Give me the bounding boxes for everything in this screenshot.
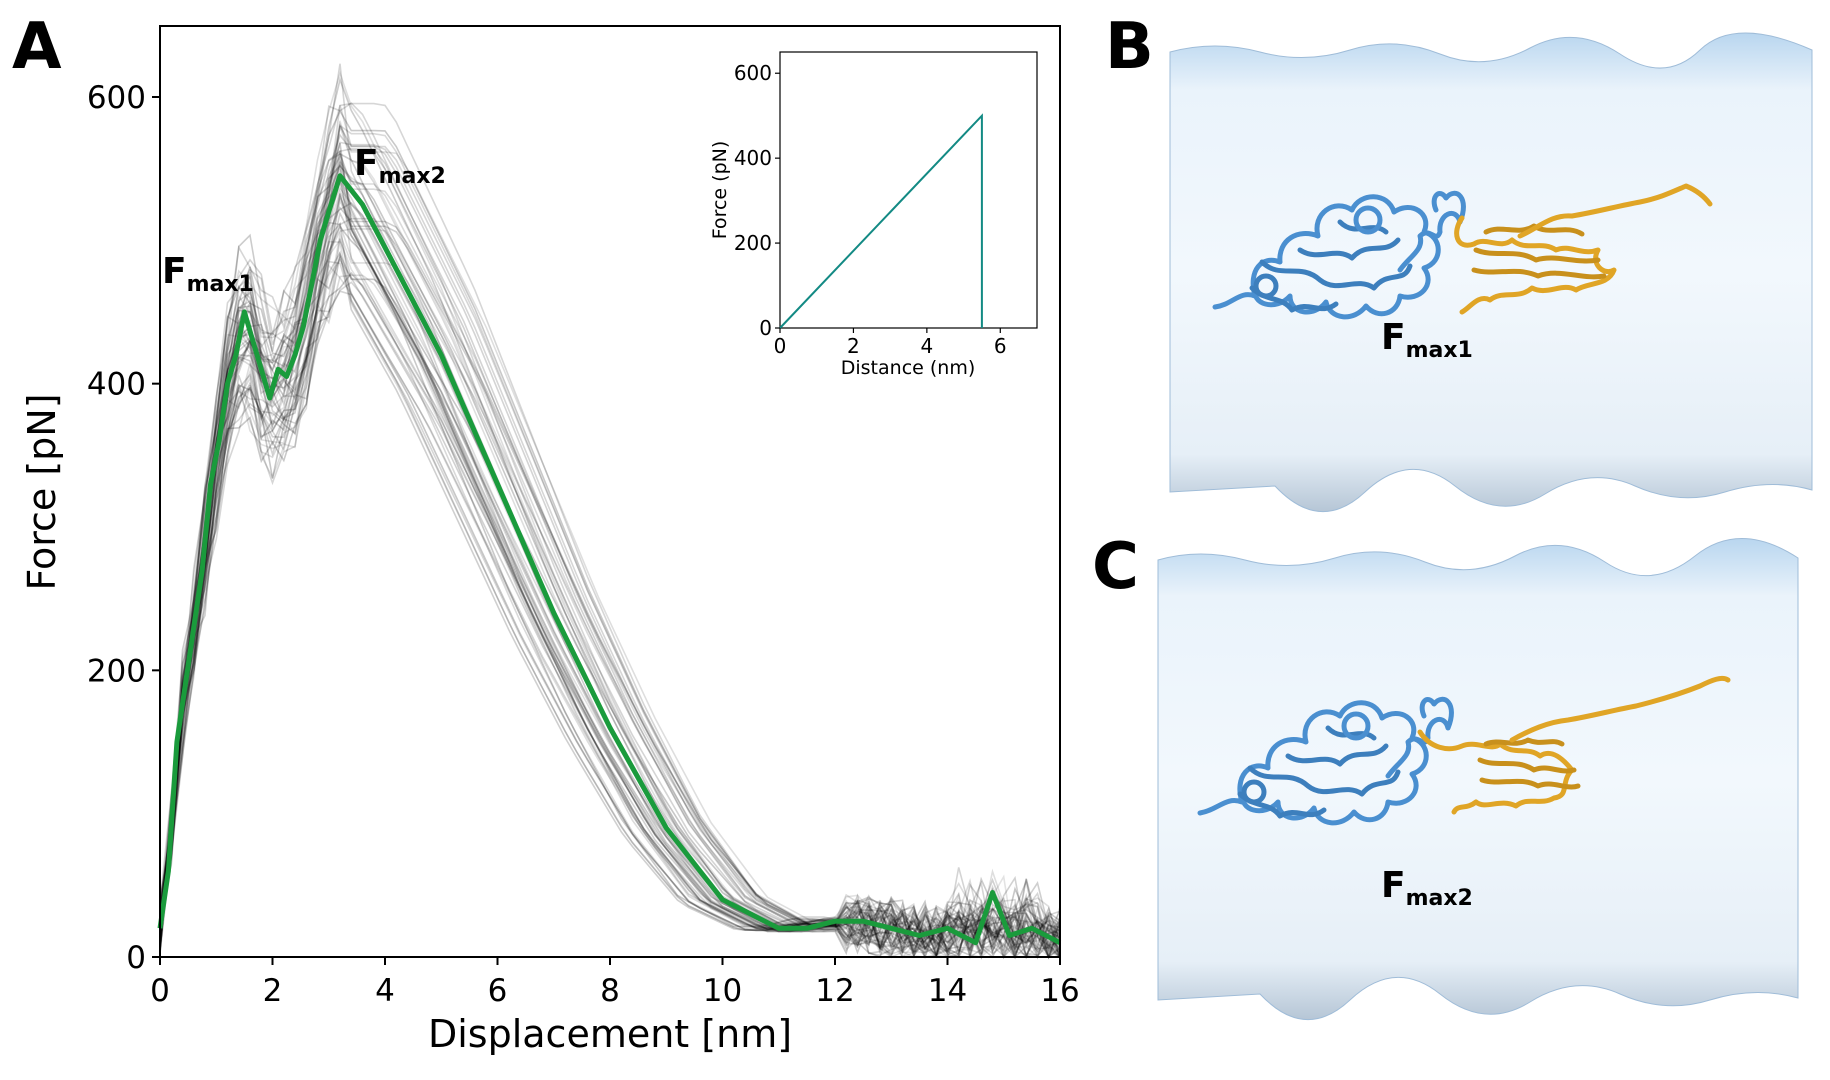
inset-trace	[779, 113, 983, 329]
ensemble-trace	[159, 206, 1061, 959]
ensemble-trace	[159, 271, 1061, 959]
ensemble-trace	[159, 123, 1061, 957]
ensemble-trace	[159, 254, 1061, 960]
ensemble-trace	[159, 193, 1061, 956]
y-tick-label: 600	[87, 80, 146, 116]
inset-x-tick-label: 6	[994, 334, 1007, 358]
ensemble-trace	[159, 152, 1061, 958]
panel-letter-b: B	[1105, 10, 1154, 84]
fmax1-b-main: F	[1381, 317, 1406, 358]
ensemble-trace	[159, 197, 1060, 959]
fmax1-sub: max1	[187, 272, 254, 297]
ensemble-trace	[159, 180, 1061, 959]
inset-chart: 0 2 4 6 0 200 400 600 Distance (nm) Force (pN)	[709, 51, 1038, 379]
ensemble-trace	[159, 102, 1061, 955]
x-tick-label: 12	[815, 973, 854, 1009]
inset-y-ticks: 0 200 400 600	[734, 61, 780, 340]
fmax2-main: F	[354, 143, 379, 184]
x-tick-label: 16	[1040, 973, 1079, 1009]
inset-y-tick-label: 400	[734, 146, 772, 170]
inset-y-tick-label: 200	[734, 231, 772, 255]
protein-blue-c	[1197, 696, 1454, 826]
x-tick-label: 4	[375, 973, 395, 1009]
panel-letter-c: C	[1092, 530, 1139, 604]
protein-gold-c	[1417, 675, 1731, 815]
ensemble-trace	[159, 281, 1061, 957]
inset-x-ticks: 0 2 4 6	[774, 328, 1007, 358]
protein-gold-b	[1454, 183, 1713, 315]
ensemble-trace	[159, 258, 1061, 958]
membrane-surface-c	[1157, 538, 1799, 1021]
ensemble-trace	[159, 70, 1061, 960]
x-tick-label: 2	[263, 973, 283, 1009]
ensemble-trace	[159, 221, 1061, 959]
fmax2-c-sub: max2	[1406, 886, 1473, 911]
y-tick-label: 0	[126, 940, 146, 976]
ensemble-trace	[159, 238, 1061, 959]
panel-letter-a: A	[12, 10, 62, 84]
y-tick-label: 200	[87, 653, 146, 689]
ensemble-trace	[159, 260, 1061, 960]
fmax2-c-label: Fmax2	[1381, 865, 1473, 911]
ensemble-trace	[159, 76, 1061, 958]
inset-x-tick-label: 2	[847, 334, 860, 358]
protein-blue-b	[1212, 190, 1466, 320]
inset-y-tick-label: 600	[734, 61, 772, 85]
ensemble-trace	[159, 231, 1061, 956]
highlight-trace	[157, 173, 1062, 946]
fmax1-main: F	[162, 251, 187, 292]
x-tick-label: 8	[600, 973, 620, 1009]
ensemble-trace	[159, 124, 1061, 952]
inset-y-tick-label: 0	[759, 316, 772, 340]
x-tick-label: 14	[928, 973, 967, 1009]
ensemble-trace	[159, 240, 1061, 958]
ensemble-trace	[159, 165, 1061, 960]
ensemble-trace	[159, 148, 1061, 959]
x-tick-label: 10	[703, 973, 742, 1009]
fmax1-b-sub: max1	[1406, 338, 1473, 363]
highlight-trace-group	[157, 173, 1062, 946]
ensemble-trace	[159, 125, 1061, 958]
inset-trace-group	[779, 113, 983, 329]
ensemble-trace	[159, 250, 1061, 959]
ensemble-trace	[159, 222, 1061, 958]
main-x-axis-label: Displacement [nm]	[428, 1012, 792, 1056]
ensemble-trace	[159, 217, 1061, 956]
inset-x-axis-label: Distance (nm)	[841, 357, 976, 379]
fmax2-sub: max2	[379, 164, 446, 189]
ensemble-trace	[159, 141, 1061, 952]
main-x-ticks: 0 2 4 6 8 10 12 14 16	[150, 957, 1080, 1009]
y-tick-label: 400	[87, 367, 146, 403]
x-tick-label: 6	[488, 973, 508, 1009]
ensemble-trace	[159, 161, 1061, 960]
inset-y-axis-label: Force (pN)	[709, 141, 731, 240]
ensemble-trace	[159, 251, 1061, 956]
ensemble-trace	[159, 238, 1061, 959]
main-y-ticks: 0 200 400 600	[87, 80, 160, 976]
ensemble-trace	[159, 63, 1061, 960]
ensemble-trace	[159, 154, 1061, 958]
fmax2-label: Fmax2	[354, 143, 446, 189]
ensemble-trace	[159, 133, 1061, 951]
ensemble-trace	[159, 142, 1061, 960]
panel-c-molecule: Fmax2	[1157, 538, 1799, 1021]
fmax2-c-main: F	[1381, 865, 1406, 906]
ensemble-trace	[159, 109, 1061, 959]
fmax1-label: Fmax1	[162, 251, 254, 297]
inset-x-tick-label: 0	[774, 334, 787, 358]
inset-x-tick-label: 4	[920, 334, 933, 358]
ensemble-trace	[159, 263, 1061, 959]
ensemble-trace	[159, 193, 1061, 959]
ensemble-trace	[159, 225, 1060, 960]
main-y-axis-label: Force [pN]	[20, 393, 64, 590]
panel-b-molecule: Fmax1	[1169, 32, 1813, 513]
fmax1-b-label: Fmax1	[1381, 317, 1473, 363]
x-tick-label: 0	[150, 973, 170, 1009]
